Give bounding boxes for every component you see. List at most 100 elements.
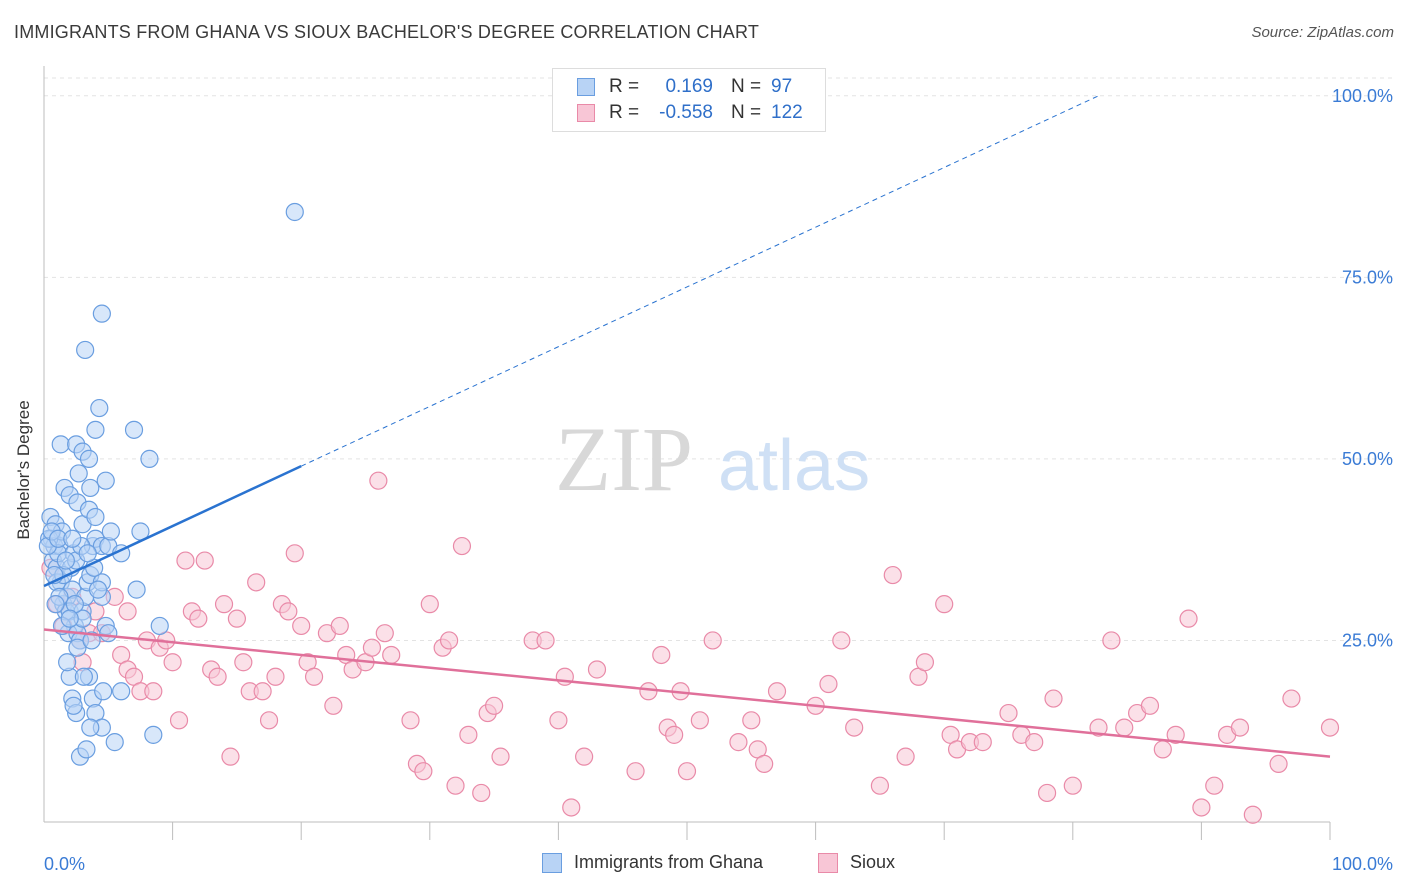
sioux-point[interactable]	[767, 682, 787, 701]
ghana-point[interactable]	[60, 609, 79, 628]
ghana-point[interactable]	[64, 696, 83, 715]
sioux-point[interactable]	[562, 798, 581, 817]
ghana-point[interactable]	[105, 733, 124, 752]
sioux-point[interactable]	[1063, 776, 1082, 795]
sioux-point[interactable]	[1320, 718, 1340, 737]
ghana-point[interactable]	[63, 529, 82, 548]
ghana-point[interactable]	[81, 478, 100, 498]
ghana-point[interactable]	[51, 435, 70, 454]
ghana-point[interactable]	[74, 667, 93, 686]
sioux-point[interactable]	[401, 711, 420, 730]
sioux-point[interactable]	[626, 762, 645, 781]
sioux-point[interactable]	[1205, 776, 1224, 795]
sioux-point[interactable]	[973, 733, 992, 752]
sioux-point[interactable]	[485, 696, 504, 715]
sioux-point[interactable]	[1037, 783, 1057, 803]
ghana-point[interactable]	[92, 304, 111, 323]
ghana-point[interactable]	[144, 725, 163, 744]
sioux-point[interactable]	[452, 536, 472, 556]
sioux-point[interactable]	[755, 754, 774, 774]
ghana-point[interactable]	[124, 420, 144, 439]
ghana-point[interactable]	[101, 522, 120, 541]
sioux-point[interactable]	[935, 595, 954, 614]
sioux-point[interactable]	[144, 682, 163, 701]
sioux-point[interactable]	[189, 609, 208, 628]
ghana-point[interactable]	[112, 682, 131, 701]
sioux-point[interactable]	[896, 747, 915, 766]
sioux-point[interactable]	[491, 747, 510, 766]
ghana-point[interactable]	[86, 420, 105, 439]
sioux-point[interactable]	[208, 667, 227, 686]
sioux-point[interactable]	[1140, 696, 1160, 715]
sioux-point[interactable]	[446, 776, 465, 795]
ghana-point[interactable]	[127, 580, 146, 599]
sioux-point[interactable]	[472, 783, 491, 803]
ghana-point[interactable]	[285, 202, 304, 222]
sioux-point[interactable]	[414, 762, 433, 781]
sioux-point[interactable]	[1025, 733, 1044, 752]
sioux-point[interactable]	[163, 653, 182, 672]
sioux-point[interactable]	[247, 573, 266, 592]
sioux-point[interactable]	[549, 711, 568, 730]
sioux-point[interactable]	[729, 733, 748, 752]
sioux-point[interactable]	[1192, 798, 1211, 817]
ghana-point[interactable]	[82, 631, 101, 650]
sioux-point[interactable]	[362, 638, 382, 657]
ghana-point[interactable]	[86, 507, 105, 527]
sioux-point[interactable]	[587, 660, 607, 679]
sioux-point[interactable]	[439, 631, 459, 650]
sioux-point[interactable]	[292, 616, 311, 636]
sioux-point[interactable]	[665, 725, 684, 744]
ghana-point[interactable]	[68, 638, 87, 657]
sioux-point[interactable]	[420, 595, 439, 614]
sioux-point[interactable]	[1230, 718, 1250, 737]
sioux-point[interactable]	[266, 667, 285, 686]
sioux-point[interactable]	[234, 653, 253, 672]
sioux-point[interactable]	[690, 711, 709, 730]
ghana-point[interactable]	[56, 551, 75, 570]
sioux-point[interactable]	[1179, 609, 1198, 628]
sioux-point[interactable]	[1089, 718, 1108, 737]
sioux-point[interactable]	[832, 631, 851, 650]
sioux-point[interactable]	[227, 609, 246, 628]
sioux-point[interactable]	[819, 674, 838, 694]
sioux-point[interactable]	[324, 696, 343, 715]
sioux-point[interactable]	[883, 565, 902, 585]
sioux-point[interactable]	[536, 631, 555, 650]
sioux-point[interactable]	[176, 551, 195, 570]
sioux-point[interactable]	[915, 653, 935, 672]
sioux-point[interactable]	[575, 747, 594, 766]
sioux-point[interactable]	[459, 725, 478, 744]
sioux-point[interactable]	[330, 616, 349, 636]
sioux-point[interactable]	[1044, 689, 1063, 708]
ghana-point[interactable]	[58, 653, 77, 672]
sioux-point[interactable]	[221, 747, 240, 766]
sioux-point[interactable]	[279, 602, 298, 621]
ghana-point[interactable]	[46, 595, 65, 614]
sioux-point[interactable]	[304, 667, 324, 686]
ghana-point[interactable]	[150, 616, 169, 636]
sioux-point[interactable]	[285, 544, 304, 563]
ghana-point[interactable]	[77, 740, 96, 759]
sioux-point[interactable]	[118, 602, 137, 621]
sioux-point[interactable]	[845, 718, 864, 737]
ghana-point[interactable]	[90, 398, 109, 418]
sioux-point[interactable]	[1282, 689, 1301, 708]
sioux-point[interactable]	[999, 703, 1018, 723]
sioux-point[interactable]	[169, 711, 189, 730]
sioux-point[interactable]	[652, 645, 671, 665]
sioux-point[interactable]	[214, 595, 234, 614]
sioux-point[interactable]	[1166, 725, 1185, 744]
ghana-point[interactable]	[76, 340, 95, 360]
sioux-point[interactable]	[375, 624, 394, 643]
sioux-point[interactable]	[259, 711, 279, 730]
sioux-point[interactable]	[1269, 754, 1288, 774]
sioux-point[interactable]	[870, 776, 890, 795]
ghana-point[interactable]	[79, 449, 99, 468]
sioux-point[interactable]	[369, 471, 388, 490]
ghana-point[interactable]	[96, 471, 115, 490]
sioux-point[interactable]	[1102, 631, 1121, 650]
sioux-point[interactable]	[1115, 718, 1134, 737]
ghana-point[interactable]	[69, 464, 88, 483]
sioux-point[interactable]	[253, 682, 272, 701]
